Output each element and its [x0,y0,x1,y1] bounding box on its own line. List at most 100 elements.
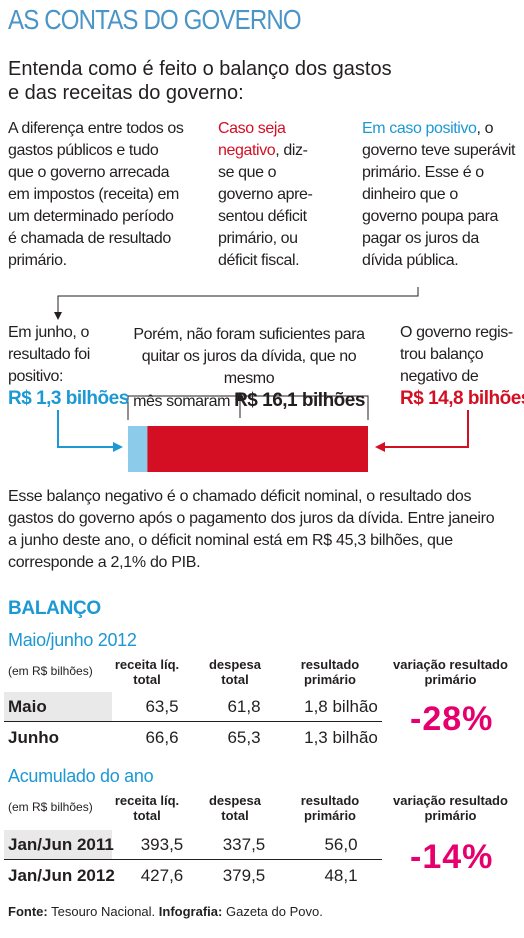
header-line: primário [303,672,356,687]
note-line: trou balanço [400,346,484,363]
source: Tesouro Nacional. [51,904,156,919]
col-header-revenue: receita líq. total [112,657,182,687]
header-line: resultado [300,793,360,808]
explain-line: A diferença entre todos os [8,120,184,137]
bar-segment-negative [147,426,368,472]
explain-line: se que o [218,164,277,181]
negative-strong-1: Caso seja [218,120,286,137]
para-line: corresponde a 2,1% do PIB. [8,554,201,571]
table-cell: 48,1 [324,866,358,885]
table-cell: 1,8 bilhão [304,697,378,716]
table-cell: 61,8 [227,697,261,716]
connector-line [54,287,419,320]
col-header-expense: despesa total [200,657,270,687]
positive-connector [57,410,123,452]
col-header-result: resultado primário [290,657,370,687]
row-label: Jan/Jun 2011 [8,835,114,854]
note-line: Em junho, o [8,324,89,341]
source-label: Fonte: [8,904,48,919]
bar-segment-positive [128,426,148,472]
explain-line: governo teve superávit [362,142,516,159]
table-row: Maio 63,5 61,8 1,8 bilhão [0,692,524,722]
header-line: primário [303,808,356,823]
page-subtitle: Entenda como é feito o balanço dos gasto… [8,57,508,105]
explain-line: governo apre- [218,186,313,203]
table-cell: 1,3 bilhão [304,728,378,747]
table-row: Junho 66,6 65,3 1,3 bilhão [0,723,524,753]
col-header-result: resultado primário [290,793,370,823]
bar-left-note: Em junho, o resultado foi positivo: R$ 1… [8,322,129,410]
explain-line: negativo, diz- [218,140,348,162]
yearly-table: Jan/Jun 2011 393,5 337,5 56,0 Jan/Jun 2012 42… [0,830,524,892]
table-cell: 427,6 [140,866,184,885]
header-line: despesa [208,793,262,808]
explain-line: que o governo arrecada [8,164,170,181]
col-header-variation: variação resultado primário [383,793,518,823]
para-line: a junho deste ano, o déficit nominal est… [8,532,453,549]
header-line: primário [424,672,477,687]
explain-line: um determinado período [8,208,174,225]
bar-right-note: O governo regis- trou balanço negativo d… [400,322,524,410]
explain-line: em impostos (receita) em [8,186,179,203]
note-line: positivo: [8,368,64,385]
table-row: Jan/Jun 2011 393,5 337,5 56,0 [0,830,524,860]
table-cell: 393,5 [140,835,184,854]
footer-credits: Fonte: Tesouro Nacional. Infografia: Gaz… [8,904,323,919]
header-line: total [133,808,161,823]
header-line: total [133,672,161,687]
row-shade [4,692,112,722]
table-cell: 56,0 [324,835,358,854]
header-line: primário [424,808,477,823]
bracket-arrowhead [235,392,245,400]
explain-col-result: A diferença entre todos os gastos públic… [8,118,208,272]
credit-label: Infografia: [158,904,223,919]
para-line: gastos do governo após o pagamento dos j… [8,510,495,527]
negative-connector [375,410,469,452]
explain-line: é chamada de resultado [8,230,171,247]
explain-line: gastos públicos e tudo [8,142,159,159]
row-divider [4,859,382,860]
stacked-bar [128,426,368,472]
positive-rest: , o [476,120,494,137]
note-line: quitar os juros da dívida, que no mesmo [141,348,357,387]
explain-line: primário. Esse é o [362,164,484,181]
positive-strong: Em caso positivo [362,120,477,137]
unit-label: (em R$ bilhões) [8,664,93,678]
row-label: Junho [8,728,59,747]
explain-line: governo poupa para [362,208,499,225]
note-line: Porém, não foram suficientes para [133,326,365,343]
header-line: despesa [208,657,262,672]
explain-line: dívida pública. [362,252,459,269]
header-line: resultado [300,657,360,672]
note-last: mês somaram [133,393,231,410]
header-line: receita líq. [114,657,180,672]
col-header-revenue: receita líq. total [112,793,182,823]
header-line: receita líq. [114,793,180,808]
note-line: resultado foi [8,346,90,363]
explain-line: déficit fiscal. [218,252,300,269]
balance-heading: BALANÇO [8,598,101,619]
explain-line: Em caso positivo, o [362,118,522,140]
explain-col-negative: Caso seja negativo, diz- se que o govern… [218,118,348,272]
explain-line: pagar os juros da [362,230,479,247]
credit: Gazeta do Povo. [225,904,323,919]
yearly-variation: -14% [410,838,494,876]
note-line: O governo regis- [400,324,513,341]
bracket-line [127,395,369,420]
header-line: total [221,808,249,823]
negative-strong-2: negativo [218,142,276,159]
table-cell: 337,5 [222,835,266,854]
negative-value: R$ 14,8 bilhões [400,388,524,409]
explain-line: sentou déficit [218,208,307,225]
row-label: Maio [8,697,47,716]
monthly-title: Maio/junho 2012 [8,630,137,650]
col-header-expense: despesa total [200,793,270,823]
header-line: variação resultado [393,793,508,808]
negative-rest: , diz- [275,142,308,159]
subtitle-line-2: e das receitas do governo: [8,82,244,104]
interest-value: R$ 16,1 bilhões [234,390,365,411]
explain-line: primário. [8,252,67,269]
note-line: negativo de [400,368,479,385]
header-line: variação resultado [393,657,508,672]
row-divider [4,721,382,722]
